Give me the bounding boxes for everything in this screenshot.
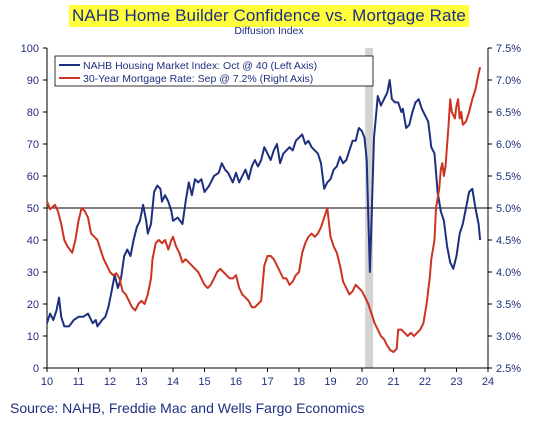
x-tick-label: 10: [41, 376, 53, 388]
y-right-tick-label: 4.0%: [496, 267, 521, 279]
chart-title: NAHB Home Builder Confidence vs. Mortgag…: [69, 5, 469, 27]
y-left-tick-label: 90: [27, 75, 39, 87]
x-tick-label: 17: [261, 376, 273, 388]
x-tick-label: 23: [450, 376, 462, 388]
mortgage-rate-line: [46, 66, 482, 353]
x-tick-label: 21: [387, 376, 399, 388]
y-right-tick-label: 7.5%: [496, 43, 521, 55]
y-left-tick-label: 10: [27, 331, 39, 343]
y-left-tick-label: 70: [27, 139, 39, 151]
y-right-tick-label: 6.5%: [496, 107, 521, 119]
x-tick-label: 14: [167, 376, 179, 388]
source-note: Source: NAHB, Freddie Mac and Wells Farg…: [10, 400, 365, 416]
x-tick-label: 20: [356, 376, 368, 388]
y-right-tick-label: 4.5%: [496, 235, 521, 247]
y-left-tick-label: 60: [27, 171, 39, 183]
y-right-tick-label: 3.5%: [496, 299, 521, 311]
chart-subtitle: Diffusion Index: [234, 25, 304, 37]
y-left-tick-label: 20: [27, 299, 39, 311]
y-right-tick-label: 6.0%: [496, 139, 521, 151]
y-left-tick-label: 0: [33, 363, 39, 375]
y-left-tick-label: 40: [27, 235, 39, 247]
x-tick-label: 22: [419, 376, 431, 388]
x-tick-label: 12: [104, 376, 116, 388]
legend-label-nahb: NAHB Housing Market Index: Oct @ 40 (Lef…: [83, 60, 317, 72]
nahb-index-line: [46, 79, 482, 328]
x-tick-label: 24: [482, 376, 494, 388]
y-left-tick-label: 50: [27, 203, 39, 215]
chart-title-wrap: NAHB Home Builder Confidence vs. Mortgag…: [0, 5, 538, 27]
x-tick-label: 15: [198, 376, 210, 388]
y-left-tick-label: 30: [27, 267, 39, 279]
x-tick-label: 19: [324, 376, 336, 388]
x-tick-label: 11: [73, 376, 84, 388]
legend-label-mortgage: 30-Year Mortgage Rate: Sep @ 7.2% (Right…: [83, 73, 313, 85]
y-right-tick-label: 5.0%: [496, 203, 521, 215]
y-right-tick-label: 7.0%: [496, 75, 521, 87]
chart-plot: 01020304050607080901002.5%3.0%3.5%4.0%4.…: [21, 43, 522, 388]
y-left-tick-label: 100: [21, 43, 39, 55]
y-right-tick-label: 2.5%: [496, 363, 521, 375]
y-right-tick-label: 3.0%: [496, 331, 521, 343]
x-tick-label: 13: [135, 376, 147, 388]
legend-box: [54, 55, 374, 87]
x-tick-label: 18: [293, 376, 305, 388]
x-tick-label: 16: [230, 376, 242, 388]
y-right-tick-label: 5.5%: [496, 171, 521, 183]
y-left-tick-label: 80: [27, 107, 39, 119]
